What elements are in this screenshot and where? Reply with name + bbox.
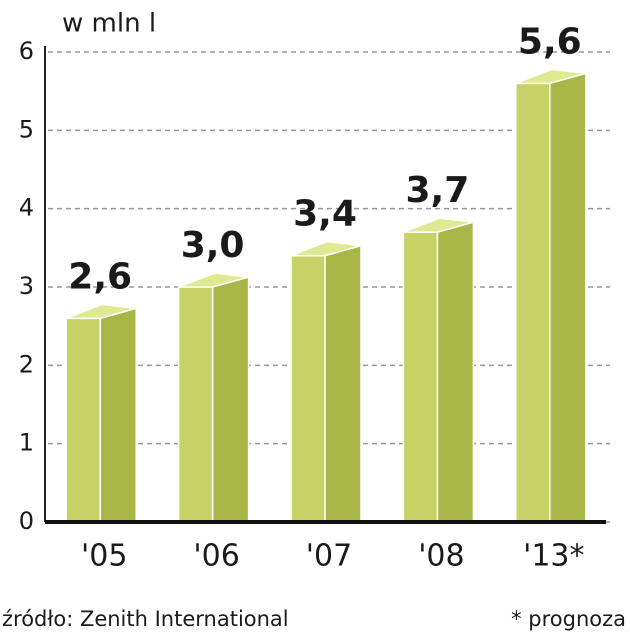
bar-top [178,272,249,288]
bar-side [211,276,250,523]
bar [402,217,475,523]
value-label: 2,6 [68,256,132,297]
x-tick-label: '06 [193,539,239,574]
bar-front [402,231,439,523]
bar [65,303,137,523]
value-label: 3,0 [181,225,245,266]
bar-top [515,68,587,85]
bar [177,272,250,523]
x-tick-label: '07 [306,539,352,574]
y-tick-label: 4 [19,194,34,222]
y-tick-label: 0 [19,507,34,535]
note: * prognoza [511,607,626,631]
bar-front [177,286,214,523]
bar-side [324,244,362,523]
y-tick-label: 5 [19,115,34,143]
bar-top [290,240,362,257]
value-label: 3,4 [293,194,357,235]
bar-front [65,317,101,523]
bar [290,240,362,523]
y-tick-label: 6 [19,37,34,65]
bar-side [549,72,587,523]
y-tick-label: 2 [19,350,34,378]
bar-side [436,221,475,523]
x-tick-label: '05 [81,539,127,574]
value-label: 5,6 [518,21,582,62]
bar-top [65,303,137,320]
bar-top [403,217,474,233]
bar [515,68,587,523]
bar-front [290,254,326,523]
value-label: 3,7 [406,170,470,211]
source: źródło: Zenith International [2,607,289,631]
y-tick-label: 3 [19,272,34,300]
x-tick-label: '13* [523,539,584,574]
unit-label: w mln l [62,9,156,39]
y-tick-label: 1 [19,429,34,457]
bar-front [515,82,551,523]
bar-side [99,307,137,523]
x-tick-label: '08 [418,539,464,574]
